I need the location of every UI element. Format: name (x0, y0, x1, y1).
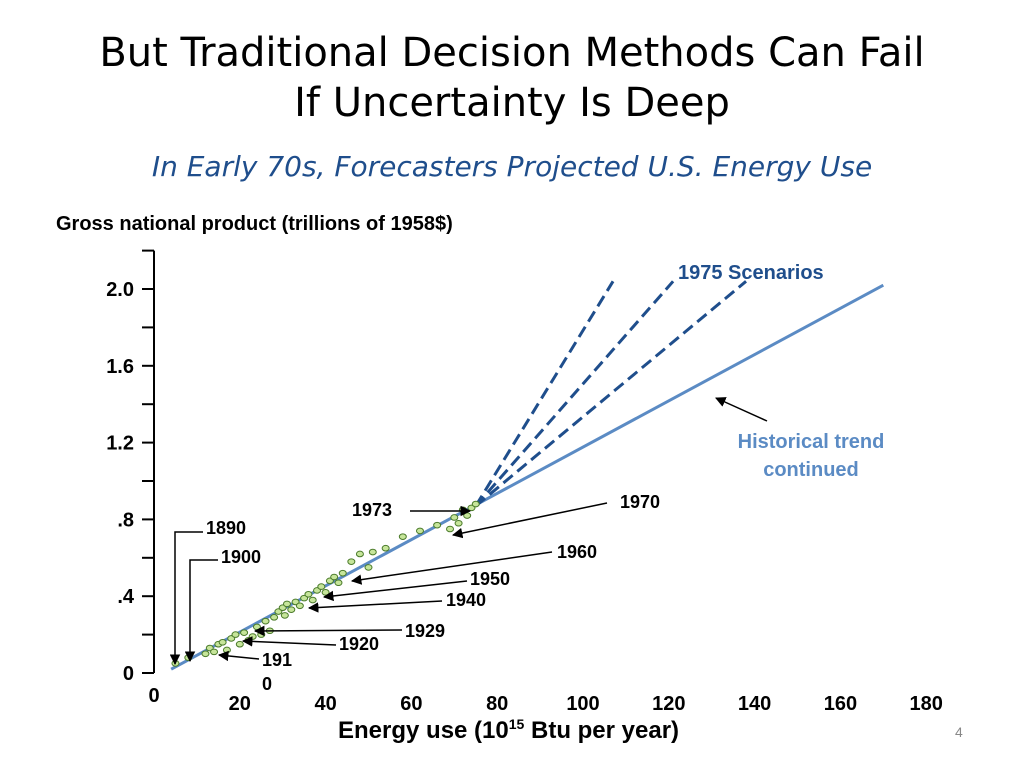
title-line-2: If Uncertainty Is Deep (294, 80, 730, 126)
data-point (471, 500, 480, 508)
x-tick-label: 40 (314, 693, 336, 715)
data-point (235, 640, 244, 648)
data-point (330, 573, 339, 581)
y-tick-label: 2.0 (106, 279, 134, 301)
data-point (463, 512, 472, 519)
data-point (317, 583, 326, 590)
year-label-1950: 1950 (470, 569, 510, 589)
x-tick-label: 100 (566, 693, 599, 715)
data-point (381, 544, 390, 552)
data-points (171, 500, 480, 667)
data-point (355, 550, 364, 558)
x-tick-label: 160 (824, 693, 857, 715)
year-label-1970: 1970 (620, 492, 660, 512)
data-point (433, 521, 442, 529)
data-point (454, 519, 463, 527)
data-point (308, 596, 317, 604)
data-point (364, 564, 373, 571)
x-axis-label: Energy use (1015 Btu per year) (338, 716, 679, 745)
data-point (257, 631, 266, 638)
year-label-1910-line-2: 0 (262, 674, 272, 694)
arrow-1929 (253, 625, 403, 637)
data-point (270, 614, 279, 621)
data-point (304, 590, 313, 598)
data-point (450, 514, 459, 521)
x-tick-label: 120 (652, 693, 685, 715)
arrow-1910 (217, 650, 260, 662)
slide-title: But Traditional Decision Methods Can Fai… (0, 28, 1024, 128)
scenario-line (474, 280, 747, 508)
trend-label-arrow (715, 397, 768, 422)
x-axis-label-tail: Btu per year) (524, 717, 680, 744)
year-label-1900: 1900 (221, 547, 261, 567)
x-tick-label: 140 (738, 693, 771, 715)
data-point (347, 558, 356, 565)
arrow-1900 (184, 559, 218, 663)
trend-label-line-1: Historical trend (738, 431, 885, 453)
data-point (222, 646, 231, 654)
data-point (261, 617, 270, 625)
data-point (184, 654, 193, 661)
data-point (210, 648, 219, 656)
year-label-1890: 1890 (206, 518, 246, 538)
year-label-1960: 1960 (557, 542, 597, 562)
data-point (338, 569, 347, 577)
arrow-1890 (169, 531, 203, 666)
data-point (252, 623, 261, 631)
arrow-1960 (350, 551, 553, 585)
arrow-1940 (307, 600, 443, 613)
axes: 0 .4 .8 1.2 1.6 2.0 0 20 40 60 80 100 120 140 160 180 (106, 249, 943, 715)
arrow-1920 (241, 636, 337, 647)
data-point (368, 548, 377, 556)
data-point (218, 638, 227, 646)
scenario-line (474, 280, 675, 507)
x-tick-label: 60 (400, 693, 422, 715)
slide-subtitle: In Early 70s, Forecasters Projected U.S.… (151, 150, 873, 183)
data-point (415, 527, 424, 535)
year-label-1929: 1929 (405, 621, 445, 641)
data-point (282, 600, 291, 608)
scenarios-label: 1975 Scenarios (678, 262, 824, 284)
data-point (201, 650, 210, 658)
arrow-1970 (451, 502, 608, 539)
scenario-line (474, 280, 615, 507)
data-point (446, 525, 455, 533)
year-label-1940: 1940 (446, 590, 486, 610)
x-axis-label-exponent: 15 (508, 716, 525, 732)
data-point (321, 589, 330, 596)
year-label-1920: 1920 (339, 634, 379, 654)
y-tick-label: 1.6 (106, 356, 134, 378)
x-tick-label: 0 (148, 685, 159, 707)
x-tick-label: 80 (486, 693, 508, 715)
trend-label-line-2: continued (763, 459, 859, 481)
data-point (248, 633, 257, 640)
x-tick-label: 20 (229, 693, 251, 715)
page-number: 4 (955, 724, 963, 740)
data-point (458, 506, 467, 514)
arrow-1950 (322, 580, 468, 602)
title-line-1: But Traditional Decision Methods Can Fai… (99, 30, 925, 76)
annotations: 1975 Scenarios Historical trend continued 1… (169, 262, 885, 694)
data-point (287, 606, 296, 613)
data-point (280, 612, 289, 619)
x-tick-label: 180 (910, 693, 943, 715)
data-point (398, 533, 407, 540)
data-point (295, 602, 304, 610)
data-point (231, 631, 240, 638)
y-axis-label: Gross national product (trillions of 195… (56, 213, 453, 235)
year-label-1973: 1973 (352, 500, 392, 520)
y-tick-label: .8 (117, 509, 134, 531)
x-axis-label-main: Energy use (10 (338, 717, 509, 744)
year-label-1910-line-1: 191 (262, 650, 292, 670)
data-point (240, 629, 249, 636)
y-tick-label: .4 (117, 586, 135, 608)
y-tick-label: 0 (123, 663, 134, 685)
y-tick-label: 1.2 (106, 433, 134, 455)
data-point (334, 579, 343, 587)
